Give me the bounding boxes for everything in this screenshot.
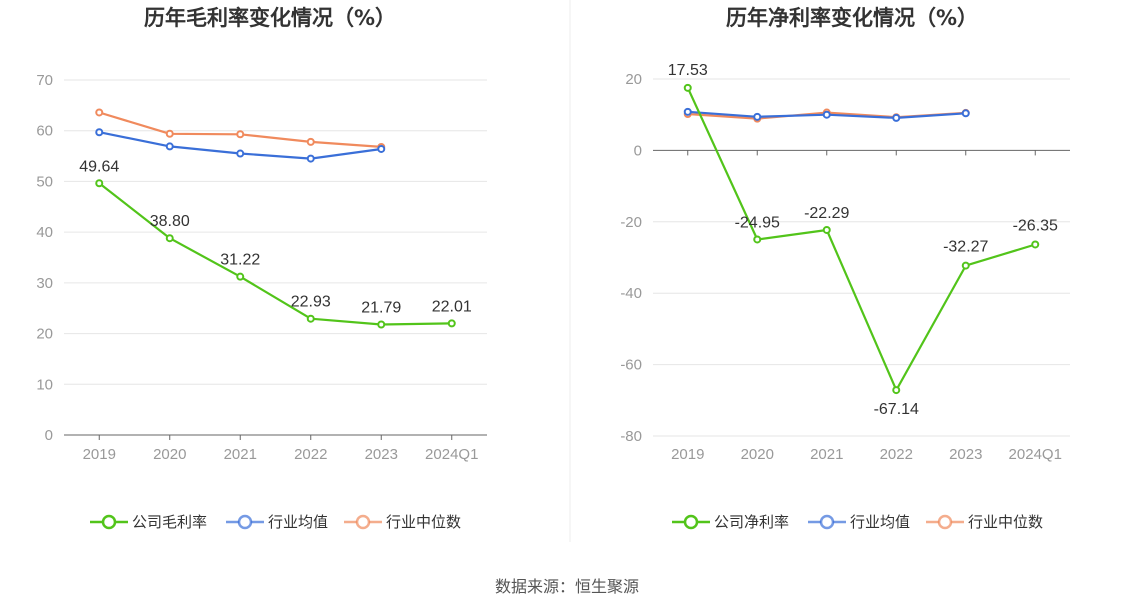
y-tick-label: -60 <box>620 357 642 374</box>
data-point-company <box>892 386 901 395</box>
data-point-company <box>753 235 762 244</box>
y-tick-label: -40 <box>620 285 642 302</box>
legend-swatch-marker <box>937 514 953 530</box>
x-tick-label: 2024Q1 <box>425 446 478 463</box>
data-point-company <box>683 83 692 92</box>
y-tick-label: 20 <box>36 326 53 343</box>
legend-label: 公司净利率 <box>714 513 789 531</box>
y-tick-label: 70 <box>36 72 53 89</box>
x-tick-label: 2019 <box>671 446 704 463</box>
legend-swatch-marker <box>683 514 699 530</box>
series-line-company <box>98 182 452 326</box>
data-point-industry_median <box>306 137 315 146</box>
x-tick-label: 2022 <box>294 446 327 463</box>
data-label: -67.14 <box>874 401 919 418</box>
data-point-industry_median <box>236 130 245 139</box>
data-point-industry_avg <box>892 113 901 122</box>
data-point-industry_avg <box>236 149 245 158</box>
x-tick-label: 2022 <box>880 446 913 463</box>
y-tick-label: 20 <box>625 71 642 88</box>
legend-swatch-marker <box>355 514 371 530</box>
data-label: 31.22 <box>220 252 260 269</box>
y-tick-label: 10 <box>36 376 53 393</box>
y-tick-label: 40 <box>36 224 53 241</box>
net-margin-chart: 历年净利率变化情况（%） -80 -60 -40 -20 0 20 2019 2020 2021 2… <box>620 6 1070 531</box>
data-label: -22.29 <box>804 205 849 222</box>
legend-label: 行业均值 <box>850 513 910 531</box>
data-point-company <box>1031 240 1040 249</box>
data-point-industry_avg <box>753 112 762 121</box>
chart-title: 历年毛利率变化情况（%） <box>144 6 396 30</box>
chart-title: 历年净利率变化情况（%） <box>726 6 978 30</box>
y-tick-label: 0 <box>45 427 53 444</box>
x-tick-label: 2021 <box>810 446 843 463</box>
x-tick-label: 2021 <box>224 446 257 463</box>
data-point-industry_avg <box>306 154 315 163</box>
data-point-company <box>236 272 245 281</box>
data-label: -32.27 <box>943 239 988 256</box>
data-point-industry_avg <box>95 128 104 137</box>
data-point-company <box>165 234 174 243</box>
legend-swatch-marker <box>237 514 253 530</box>
data-point-company <box>961 261 970 270</box>
data-label: 22.93 <box>291 294 331 311</box>
series-line-company <box>686 87 1036 392</box>
x-tick-label: 2023 <box>949 446 982 463</box>
data-point-industry_avg <box>961 109 970 118</box>
data-point-industry_avg <box>683 107 692 116</box>
data-label: 38.80 <box>150 213 190 230</box>
data-point-industry_avg <box>377 144 386 153</box>
y-tick-label: -80 <box>620 428 642 445</box>
legend-label: 公司毛利率 <box>132 513 207 531</box>
legend-label: 行业中位数 <box>968 513 1043 531</box>
data-label: -26.35 <box>1013 217 1058 234</box>
data-point-company <box>377 320 386 329</box>
y-tick-label: 0 <box>634 142 642 159</box>
data-point-industry_avg <box>165 142 174 151</box>
legend-swatch-marker <box>101 514 117 530</box>
data-label: 22.01 <box>432 298 472 315</box>
x-tick-label: 2019 <box>83 446 116 463</box>
x-tick-label: 2023 <box>365 446 398 463</box>
data-point-industry_median <box>165 129 174 138</box>
data-point-company <box>95 179 104 188</box>
data-point-industry_avg <box>822 110 831 119</box>
data-label: 21.79 <box>361 299 401 316</box>
x-tick-label: 2020 <box>741 446 774 463</box>
y-tick-label: 50 <box>36 173 53 190</box>
data-point-industry_median <box>95 108 104 117</box>
legend-label: 行业均值 <box>268 513 328 531</box>
x-tick-label: 2020 <box>153 446 186 463</box>
data-label: 17.53 <box>668 62 708 79</box>
data-point-company <box>306 314 315 323</box>
y-tick-label: 60 <box>36 123 53 140</box>
y-tick-label: -20 <box>620 214 642 231</box>
x-tick-label: 2024Q1 <box>1009 446 1062 463</box>
data-point-company <box>822 225 831 234</box>
gross-margin-chart: 历年毛利率变化情况（%） 0 10 20 30 40 50 60 70 2019 2020 2021 2… <box>36 6 487 531</box>
data-label: 49.64 <box>79 158 119 175</box>
legend-swatch-marker <box>819 514 835 530</box>
legend-label: 行业中位数 <box>386 513 461 531</box>
data-source-note: 数据来源：恒生聚源 <box>495 577 639 596</box>
data-label: -24.95 <box>735 214 780 231</box>
data-point-company <box>447 319 456 328</box>
y-tick-label: 30 <box>36 275 53 292</box>
